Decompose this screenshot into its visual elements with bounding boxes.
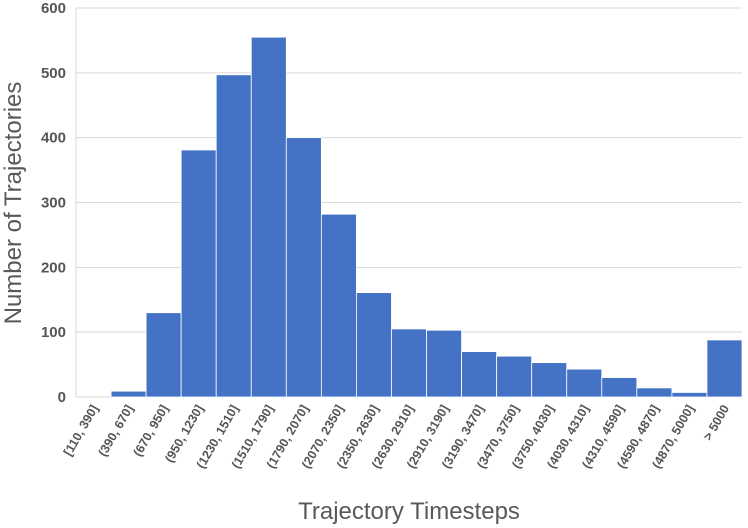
histogram-bar xyxy=(356,292,392,398)
y-tick-labels: 0 100 200 300 400 500 600 xyxy=(41,0,66,406)
histogram-bar xyxy=(566,368,603,398)
histogram-bar xyxy=(285,137,322,398)
bars xyxy=(110,36,743,398)
y-tick-label: 600 xyxy=(41,0,66,17)
y-tick-label: 500 xyxy=(41,65,66,82)
histogram-bar xyxy=(145,312,182,398)
histogram-bar xyxy=(320,213,357,398)
x-tick-label: (390, 670] xyxy=(96,403,137,459)
histogram-bar xyxy=(671,392,708,398)
histogram-bar xyxy=(636,387,673,398)
y-tick-label: 100 xyxy=(41,324,66,341)
histogram-bar xyxy=(426,329,462,398)
histogram-bar xyxy=(250,36,287,398)
x-tick-label: > 5000 xyxy=(701,402,732,442)
histogram-bar xyxy=(601,377,638,398)
x-tick-label: (670, 950] xyxy=(131,403,172,459)
y-tick-label: 300 xyxy=(41,195,66,212)
histogram-bar xyxy=(531,362,568,398)
y-axis-label: Number of Trajectories xyxy=(0,82,27,325)
y-tick-label: 0 xyxy=(58,389,66,406)
histogram-bar xyxy=(391,328,427,398)
x-tick-labels: [110, 390](390, 670](670, 950](950, 1230… xyxy=(61,402,732,470)
x-tick-label: [110, 390] xyxy=(61,403,101,459)
histogram-bar xyxy=(496,355,533,398)
histogram-bar xyxy=(180,149,217,398)
histogram-bar xyxy=(215,74,252,398)
histogram-bar xyxy=(110,390,147,398)
histogram-bar xyxy=(706,339,743,398)
y-tick-label: 400 xyxy=(41,130,66,147)
histogram-bar xyxy=(461,351,498,398)
x-axis-label: Trajectory Timesteps xyxy=(298,498,520,525)
y-tick-label: 200 xyxy=(41,259,66,276)
